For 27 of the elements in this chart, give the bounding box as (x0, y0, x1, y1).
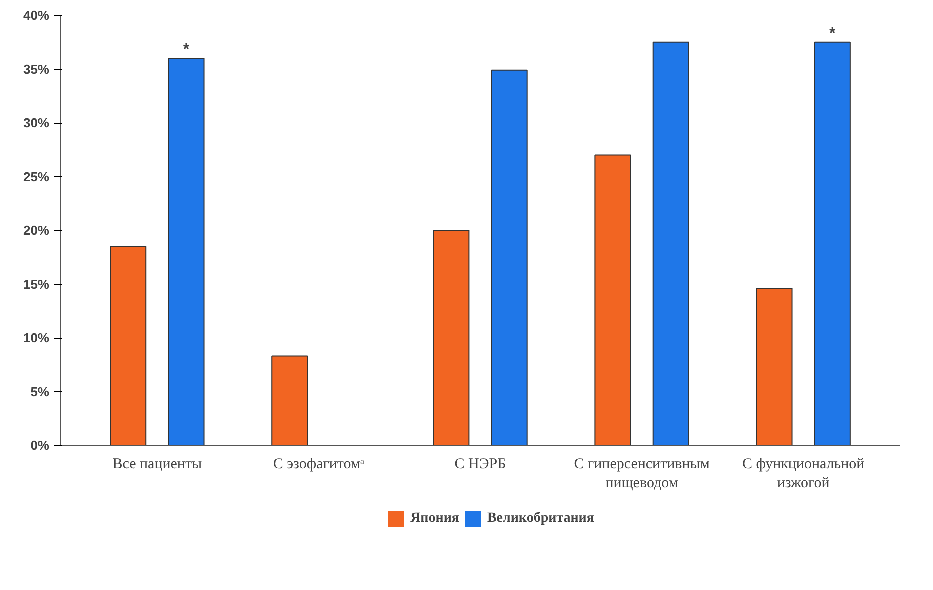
x-tick-label: С НЭРБ (454, 456, 506, 472)
y-tick-label: 5% (30, 384, 50, 400)
x-tick-label: С эзофагитомᵃ (273, 456, 365, 472)
y-tick-label: 40% (23, 8, 50, 23)
bar (168, 58, 205, 446)
y-tick-label: 15% (23, 276, 50, 292)
bar (756, 288, 793, 446)
bar (814, 42, 851, 446)
bar (491, 70, 528, 446)
y-tick-label: 10% (23, 330, 50, 346)
bar (594, 154, 632, 446)
x-tick-label: Все пациенты (112, 456, 202, 472)
legend-label: Великобритания (487, 511, 594, 527)
data-label: * (830, 25, 837, 42)
y-tick-label: 20% (23, 223, 50, 238)
data-label: * (183, 42, 190, 58)
bar (110, 246, 147, 446)
bar (272, 356, 308, 446)
y-tick-label: 25% (23, 169, 50, 184)
x-tick-label: С гиперсенситивным пищеводом (574, 456, 710, 492)
y-tick-label: 35% (23, 62, 50, 77)
y-tick-label: 30% (23, 116, 50, 130)
bar (652, 42, 690, 446)
x-tick-label: С функциональной изжогой (742, 456, 865, 492)
legend-label: Япония (410, 511, 460, 527)
y-tick-label: 0% (30, 438, 50, 453)
bar (433, 230, 470, 446)
